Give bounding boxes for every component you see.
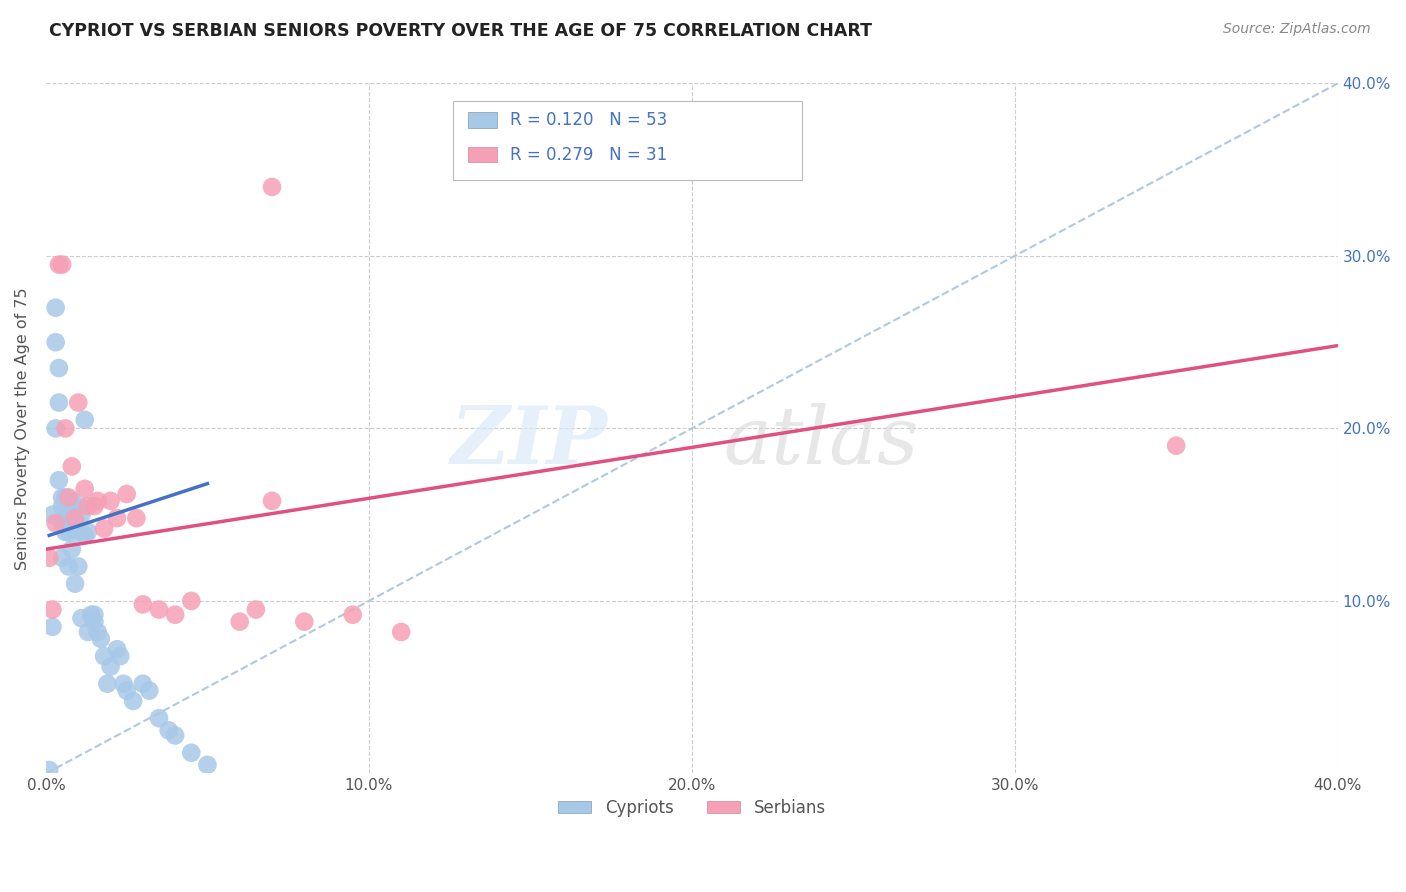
Point — [260, 180, 283, 194]
Point — [77, 625, 100, 640]
Point — [228, 615, 250, 629]
Point — [1166, 439, 1188, 453]
Point — [180, 746, 202, 760]
Point — [260, 494, 283, 508]
Point — [83, 615, 105, 629]
Point — [48, 473, 70, 487]
Y-axis label: Seniors Poverty Over the Age of 75: Seniors Poverty Over the Age of 75 — [15, 287, 30, 570]
Point — [58, 559, 80, 574]
Point — [165, 607, 187, 622]
Point — [115, 487, 138, 501]
Point — [45, 335, 67, 350]
Point — [53, 491, 76, 505]
Point — [83, 607, 105, 622]
Text: CYPRIOT VS SERBIAN SENIORS POVERTY OVER THE AGE OF 75 CORRELATION CHART: CYPRIOT VS SERBIAN SENIORS POVERTY OVER … — [49, 22, 872, 40]
Point — [60, 542, 83, 557]
Point — [157, 723, 180, 738]
Point — [83, 499, 105, 513]
Point — [110, 649, 132, 664]
Point — [60, 494, 83, 508]
Point — [41, 620, 63, 634]
Point — [53, 499, 76, 513]
Text: Source: ZipAtlas.com: Source: ZipAtlas.com — [1223, 22, 1371, 37]
Point — [41, 602, 63, 616]
Point — [38, 550, 60, 565]
Text: R = 0.279   N = 31: R = 0.279 N = 31 — [510, 145, 666, 163]
Legend: Cypriots, Serbians: Cypriots, Serbians — [551, 792, 832, 823]
Point — [63, 576, 86, 591]
Point — [51, 516, 73, 531]
FancyBboxPatch shape — [468, 112, 496, 128]
Point — [48, 361, 70, 376]
Point — [51, 258, 73, 272]
Point — [342, 607, 364, 622]
Point — [148, 602, 170, 616]
Point — [67, 499, 90, 513]
Point — [45, 421, 67, 435]
Point — [125, 511, 148, 525]
Point — [63, 511, 86, 525]
Point — [45, 516, 67, 531]
Point — [115, 683, 138, 698]
Point — [41, 508, 63, 522]
Point — [105, 642, 128, 657]
Point — [100, 659, 122, 673]
Point — [58, 491, 80, 505]
Point — [100, 494, 122, 508]
Point — [148, 711, 170, 725]
FancyBboxPatch shape — [468, 147, 496, 162]
Point — [73, 528, 96, 542]
Point — [51, 491, 73, 505]
Point — [90, 632, 112, 646]
Point — [132, 598, 155, 612]
Point — [122, 694, 145, 708]
Point — [67, 524, 90, 539]
Point — [73, 413, 96, 427]
Point — [105, 511, 128, 525]
Point — [197, 757, 219, 772]
Point — [63, 516, 86, 531]
Point — [53, 421, 76, 435]
Point — [245, 602, 267, 616]
Point — [38, 763, 60, 777]
Point — [67, 395, 90, 409]
Point — [389, 625, 412, 640]
Point — [77, 524, 100, 539]
Point — [292, 615, 315, 629]
Point — [53, 524, 76, 539]
Point — [80, 607, 103, 622]
Point — [96, 677, 118, 691]
Point — [67, 559, 90, 574]
Point — [51, 550, 73, 565]
Point — [48, 258, 70, 272]
Point — [77, 499, 100, 513]
Point — [180, 594, 202, 608]
Point — [60, 459, 83, 474]
Point — [45, 301, 67, 315]
Point — [51, 499, 73, 513]
Text: R = 0.120   N = 53: R = 0.120 N = 53 — [510, 111, 666, 129]
Point — [93, 649, 115, 664]
Point — [58, 508, 80, 522]
Point — [48, 395, 70, 409]
FancyBboxPatch shape — [453, 101, 801, 180]
Point — [86, 494, 108, 508]
Text: atlas: atlas — [723, 403, 918, 481]
Point — [70, 611, 93, 625]
Point — [138, 683, 160, 698]
Point — [112, 677, 135, 691]
Point — [70, 508, 93, 522]
Point — [58, 524, 80, 539]
Point — [86, 625, 108, 640]
Point — [73, 482, 96, 496]
Point — [93, 521, 115, 535]
Point — [165, 729, 187, 743]
Text: ZIP: ZIP — [451, 403, 607, 481]
Point — [60, 511, 83, 525]
Point — [132, 677, 155, 691]
